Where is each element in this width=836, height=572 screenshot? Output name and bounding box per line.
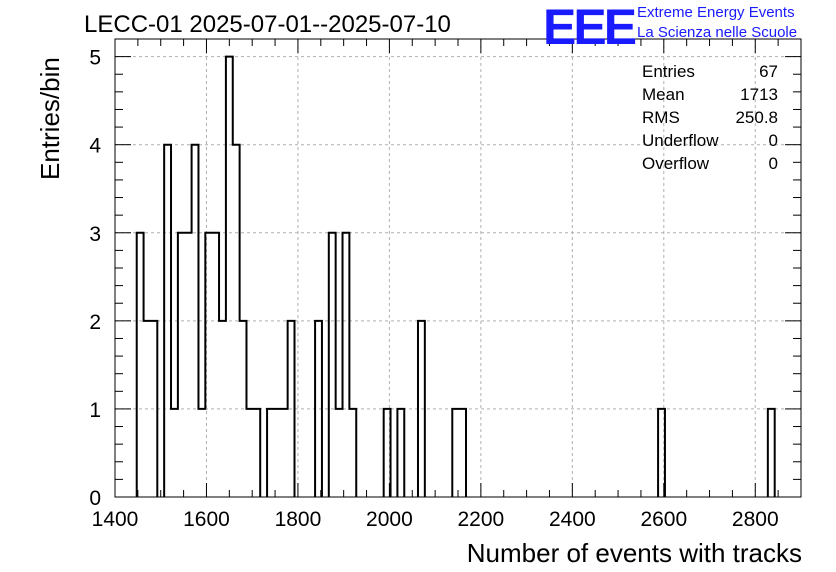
axes-layer: 1400 1600 1800 2000 2200 2400 2600 2800 0 1 2 3 4 5	[89, 38, 802, 531]
stats-row-overflow: Overflow 0	[642, 152, 778, 175]
stats-row-rms: RMS 250.8	[642, 106, 778, 129]
x-tick-label: 1800	[275, 508, 322, 531]
stats-value: 250.8	[735, 108, 778, 127]
y-tick-label: 1	[89, 399, 101, 422]
stats-value: 1713	[740, 85, 778, 104]
chart-title: LECC-01 2025-07-01--2025-07-10	[84, 11, 451, 38]
x-tick-label: 2200	[458, 508, 505, 531]
stats-label: Overflow	[642, 154, 710, 173]
x-tick-label: 2600	[640, 508, 687, 531]
histogram-bin	[226, 57, 233, 497]
eee-logo: EEE	[543, 0, 637, 55]
x-tick-label: 2800	[732, 508, 779, 531]
stats-row-underflow: Underflow 0	[642, 129, 778, 152]
stats-label: RMS	[642, 108, 680, 127]
histogram-bin	[768, 409, 775, 497]
logo-line-2: La Scienza nelle Scuole	[637, 24, 798, 41]
stats-row-entries: Entries 67	[642, 60, 778, 83]
histogram-bin	[253, 409, 260, 497]
histogram-bin	[198, 409, 205, 497]
stats-value: 67	[759, 62, 778, 81]
histogram-bin	[397, 409, 404, 497]
histogram-bin	[343, 233, 350, 497]
y-axis-label: Entries/bin	[35, 57, 65, 180]
stats-label: Underflow	[642, 131, 719, 150]
histogram-bin	[329, 233, 336, 497]
stats-label: Entries	[642, 62, 695, 81]
histogram-bin	[212, 233, 219, 497]
y-tick-label: 4	[89, 135, 101, 158]
logo-line-1: Extreme Energy Events	[637, 4, 795, 21]
stats-value: 0	[768, 131, 778, 150]
eee-logo-text: Extreme Energy Events La Scienza nelle S…	[637, 3, 797, 43]
histogram-outline	[135, 55, 776, 497]
stats-value: 0	[768, 154, 778, 173]
y-tick-label: 2	[89, 311, 101, 334]
stats-row-mean: Mean 1713	[642, 83, 778, 106]
y-tick-label: 5	[89, 47, 101, 70]
histogram-bars	[135, 55, 776, 497]
x-tick-label: 2400	[549, 508, 596, 531]
histogram-bin	[459, 409, 466, 497]
stats-label: Mean	[642, 85, 685, 104]
histogram-bin	[452, 409, 459, 497]
histogram-bin	[336, 409, 343, 497]
y-tick-label: 3	[89, 223, 101, 246]
histogram-bin	[178, 233, 185, 497]
histogram-bin	[274, 409, 281, 497]
histogram-bin	[267, 409, 274, 497]
y-tick-label: 0	[89, 487, 101, 510]
histogram-bin	[281, 409, 288, 497]
x-tick-label: 1600	[183, 508, 230, 531]
stats-box: Entries 67 Mean 1713 RMS 250.8 Underflow…	[642, 60, 778, 175]
histogram-bin	[246, 409, 253, 497]
grid-layer	[114, 39, 801, 498]
histogram-bin	[185, 233, 192, 497]
histogram-bin	[137, 233, 144, 497]
x-tick-label: 2000	[366, 508, 413, 531]
x-axis-label: Number of events with tracks	[466, 538, 802, 568]
x-tick-label: 1400	[92, 508, 139, 531]
histogram-bin	[349, 409, 356, 497]
histogram-bin	[171, 409, 178, 497]
